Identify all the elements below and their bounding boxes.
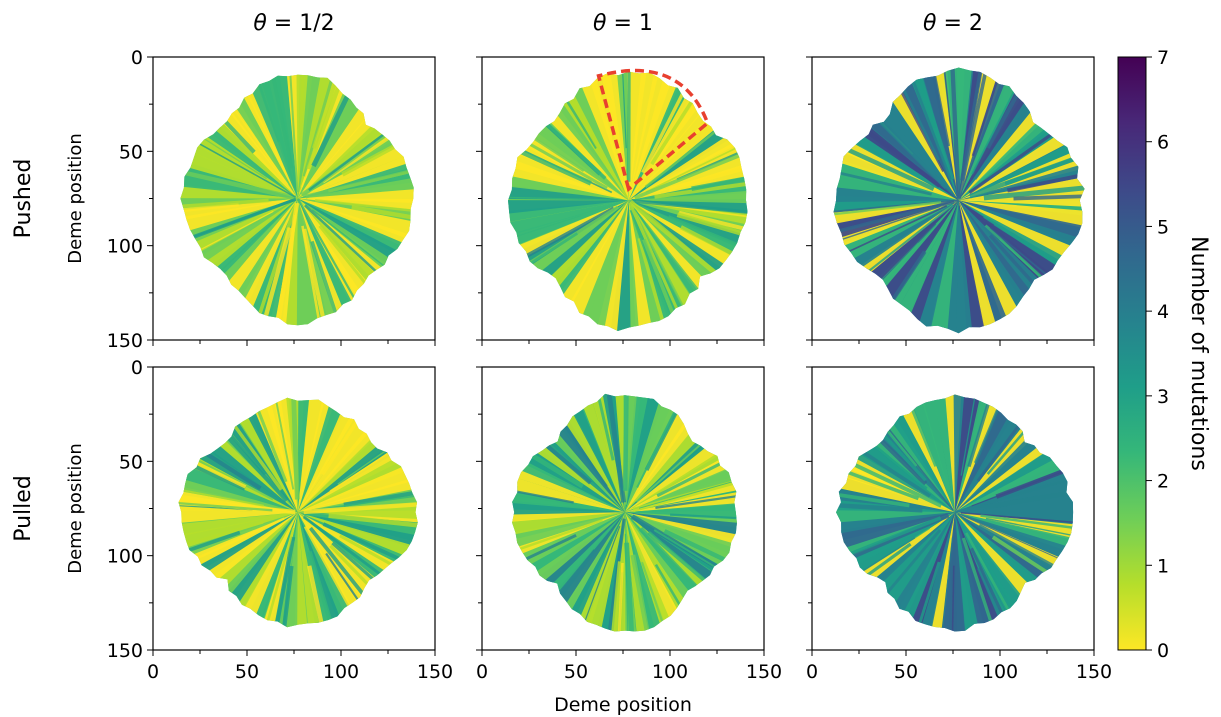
column-title: θ = 1 xyxy=(593,11,653,36)
heatmap-panel-2-1: 0 50 100 150 Deme position 0 50 100 150 xyxy=(65,357,453,683)
lineage-sector xyxy=(512,465,625,513)
colorbar-gradient xyxy=(1117,56,1147,651)
x-tick-label: 100 xyxy=(982,661,1018,683)
y-tick-label: 100 xyxy=(107,546,143,568)
lineage-sector xyxy=(180,198,298,229)
colorbar-tick-label: 3 xyxy=(1157,386,1169,408)
x-tick-label: 100 xyxy=(652,661,688,683)
colony xyxy=(178,397,418,628)
colorbar-tick-label: 0 xyxy=(1157,640,1169,662)
colorbar-tick-label: 7 xyxy=(1157,47,1169,69)
y-tick-label: 50 xyxy=(119,451,143,473)
colorbar: 0 1 2 3 4 5 6 7 Number of mutations xyxy=(1117,47,1211,662)
colorbar-tick-label: 5 xyxy=(1157,216,1169,238)
colorbar-tick-label: 1 xyxy=(1157,555,1169,577)
lineage-sector xyxy=(833,200,959,252)
lineage-sector xyxy=(293,512,311,628)
colony xyxy=(180,74,414,326)
y-tick-label: 0 xyxy=(131,47,143,69)
colony xyxy=(833,67,1085,334)
lineage-sector xyxy=(628,187,748,205)
colony xyxy=(512,393,737,632)
colony xyxy=(508,71,748,331)
highlight-sector-outline xyxy=(596,68,710,193)
panels-layer: 0 50 100 150 Deme position 0 50 100 150 Deme posi… xyxy=(65,47,1112,683)
lineage-sector xyxy=(624,485,737,513)
colorbar-label: Number of mutations xyxy=(1186,236,1211,471)
x-tick-label: 150 xyxy=(746,661,782,683)
lineage-sector xyxy=(512,512,625,543)
heatmap-panel-1-1: 0 50 100 150 Deme position xyxy=(65,47,436,352)
lineage-sector xyxy=(954,495,1074,519)
x-tick-label: 50 xyxy=(564,661,588,683)
x-tick-label: 50 xyxy=(235,661,259,683)
x-tick-label: 50 xyxy=(894,661,918,683)
lineage-sector xyxy=(180,198,298,245)
lineage-sector xyxy=(297,397,313,513)
lineage-sector xyxy=(613,71,630,201)
y-tick-label: 150 xyxy=(107,330,143,352)
lineage-sector xyxy=(508,200,629,219)
lineage-sector xyxy=(297,138,414,199)
colony xyxy=(836,394,1074,632)
x-tick-label: 0 xyxy=(806,661,818,683)
lineage-sector xyxy=(297,185,414,205)
row-label: Pushed xyxy=(11,159,36,239)
x-axis-label: Deme position xyxy=(554,694,692,716)
heatmap-panel-1-2 xyxy=(476,56,765,346)
lineage-sector xyxy=(508,200,629,230)
heatmap-panel-2-2: 0 50 100 150 xyxy=(476,366,782,683)
y-tick-label: 50 xyxy=(119,141,143,163)
lineage-sector xyxy=(508,200,629,248)
lineage-sector xyxy=(624,499,737,521)
x-tick-label: 150 xyxy=(417,661,453,683)
lineage-sector xyxy=(297,170,414,199)
y-tick-label: 150 xyxy=(107,640,143,662)
lineage-sector xyxy=(956,67,976,201)
lineage-sector xyxy=(297,149,414,199)
x-tick-label: 150 xyxy=(1076,661,1112,683)
lineage-sector xyxy=(178,509,298,526)
colorbar-tick-label: 6 xyxy=(1157,132,1169,154)
y-axis-label: Deme position xyxy=(65,133,86,264)
heatmap-panel-2-3: 0 50 100 150 xyxy=(806,366,1112,683)
colorbar-tick-label: 4 xyxy=(1157,301,1169,323)
y-axis-label: Deme position xyxy=(65,443,86,574)
x-tick-label: 100 xyxy=(323,661,359,683)
lineage-sector xyxy=(512,512,625,560)
lineage-sector xyxy=(833,200,959,232)
row-label: Pulled xyxy=(11,475,36,542)
column-title: θ = 2 xyxy=(923,11,983,36)
y-tick-label: 100 xyxy=(107,236,143,258)
colorbar-tick-label: 2 xyxy=(1157,471,1169,493)
x-tick-label: 0 xyxy=(147,661,159,683)
y-tick-label: 0 xyxy=(131,357,143,379)
x-tick-label: 0 xyxy=(476,661,488,683)
lineage-sector xyxy=(833,181,959,203)
lineage-sector xyxy=(296,198,313,326)
heatmap-panel-1-3 xyxy=(806,56,1095,346)
column-title: θ = 1/2 xyxy=(253,11,334,36)
labels-layer: θ = 1/2 θ = 1 θ = 2 Pushed Pulled Deme positi… xyxy=(11,11,983,716)
